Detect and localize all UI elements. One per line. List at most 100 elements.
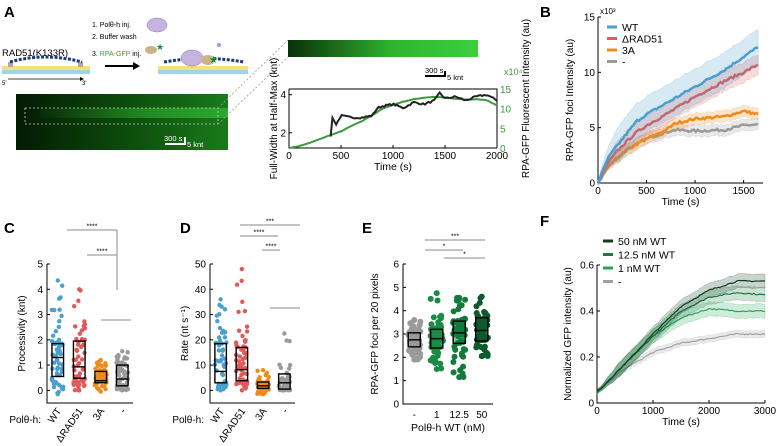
y-tick-label: 0 [393, 400, 399, 411]
data-point [76, 298, 81, 303]
data-point [435, 319, 442, 326]
data-point [55, 366, 60, 372]
x-tick-label: 3A [254, 406, 270, 423]
box-iqr [72, 340, 86, 379]
data-point [236, 309, 241, 315]
legend-label: 1 nM WT [618, 263, 661, 275]
data-point [407, 320, 414, 327]
data-point [57, 382, 62, 388]
data-point [257, 375, 262, 380]
data-point [80, 367, 86, 372]
data-point [450, 369, 457, 376]
y-multiplier: x10³ [600, 7, 616, 16]
length-scale-label: 5 knt [187, 140, 204, 149]
data-point [79, 377, 84, 383]
y-tick-label: 2 [37, 335, 43, 346]
data-point [76, 354, 81, 359]
data-point [282, 378, 288, 383]
data-point [219, 353, 225, 358]
legend-label: WT [622, 22, 639, 34]
data-point [93, 366, 98, 371]
data-point [77, 331, 83, 337]
series-line-WT [596, 46, 759, 184]
time-scale-label: 300 s [164, 134, 183, 143]
x-tick-label: 1000 [642, 406, 665, 417]
data-point [218, 297, 223, 302]
data-point [427, 357, 434, 364]
data-point [76, 384, 81, 389]
x-tick-label: - [413, 410, 416, 421]
legend-label: 12.5 nM WT [618, 250, 676, 262]
zoom-guide [217, 56, 289, 125]
legend-label: 50 nM WT [618, 236, 667, 248]
data-point [74, 347, 79, 353]
y-tick-label: 4 [37, 285, 43, 296]
box-iqr [51, 342, 65, 378]
data-point [59, 313, 64, 319]
data-point [72, 324, 78, 329]
y-tick-label: 0.2 [580, 353, 594, 364]
rpa-icon [145, 46, 157, 54]
data-point [217, 325, 223, 331]
data-point [234, 381, 239, 387]
axis-frame-right [289, 88, 498, 148]
data-point [57, 344, 62, 349]
data-point [216, 335, 222, 340]
y-tick-label: 40 [195, 285, 207, 296]
x-axis-label: Time (s) [661, 196, 699, 208]
x-tick-label: 2000 [698, 406, 721, 417]
data-point [433, 290, 440, 297]
y-tick-label: 6 [393, 260, 399, 271]
chart-b: 0 500 1000 1500 0 5 10 15 Time (s) RPA-GFP foci I… [565, 7, 763, 208]
surface-base [158, 70, 248, 74]
x-tick-label: WT [46, 406, 64, 425]
data-point [98, 389, 103, 394]
data-point [79, 328, 85, 333]
legend-label: 3A [622, 45, 635, 57]
data-point [450, 358, 457, 365]
schematic: RAD51(K133R) 5' 3' 1. Polθ-h inj. 2. Buf… [2, 17, 478, 150]
data-point [54, 371, 60, 376]
data-point [234, 282, 240, 287]
data-point [60, 386, 66, 392]
significance-label: **** [266, 244, 277, 251]
data-point [218, 388, 223, 393]
data-point [81, 383, 87, 389]
y2-tick-label: 0 [500, 144, 506, 155]
legend-label: - [618, 277, 622, 289]
roi-box [24, 107, 219, 125]
axis-frame [46, 264, 133, 404]
data-point [77, 287, 82, 292]
construct-label: RAD51(K133R) [2, 48, 68, 59]
data-point [114, 386, 120, 392]
y-tick-label: 5 [393, 283, 399, 294]
data-point [481, 343, 488, 350]
series-band [597, 117, 759, 185]
data-point [53, 329, 59, 334]
y-tick-label: 2 [393, 353, 399, 364]
panel-label-b: B [540, 4, 551, 21]
data-point [120, 388, 125, 393]
panel-label-f: F [540, 213, 549, 230]
data-point [49, 377, 55, 383]
series-line-ΔRAD51 [596, 63, 759, 184]
panel-label-a: A [4, 4, 15, 21]
data-point [456, 374, 463, 381]
data-point [103, 361, 108, 366]
box-iqr [277, 373, 291, 390]
y-axis-label: Full-Width at Half-Max (knt) [269, 58, 280, 180]
x-axis-label: Time (s) [662, 416, 700, 428]
step-3: 3. RPA-GFP inj. [92, 51, 141, 58]
data-point [287, 338, 292, 344]
y-axis-label: Rate (nt s⁻¹) [180, 306, 191, 361]
data-point [456, 302, 463, 309]
data-point [52, 360, 57, 365]
box-iqr [474, 316, 489, 342]
y-tick-label: 15 [584, 13, 596, 24]
data-point [116, 352, 121, 358]
data-point [50, 333, 56, 338]
chart-a: 0 500 1000 1500 2000 2 4 Time (s) Full-Width at … [269, 19, 532, 179]
y-tick-label: 0.6 [580, 261, 594, 272]
